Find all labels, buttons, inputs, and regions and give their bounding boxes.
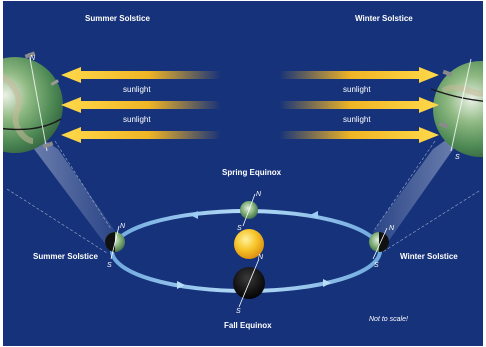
orbit-arrow-bottom-right (323, 279, 331, 287)
orbit-arrow-top-right (310, 211, 318, 219)
sunlight-arrow-right-3 (279, 127, 439, 143)
winter-solstice-title: Winter Solstice (355, 14, 413, 23)
sunlight-arrow-right-2 (279, 97, 439, 113)
right-projection-edge-top (374, 140, 436, 230)
sunlight-label-right-2: sunlight (343, 115, 371, 124)
orbit-arrow-bottom-left (177, 281, 185, 289)
winter-solstice-orbit-label: Winter Solstice (400, 252, 458, 261)
sunlight-arrows-right (279, 67, 439, 143)
winter-south-label: S (374, 262, 379, 269)
sun (234, 229, 264, 259)
orbit-arrow-top-left (190, 211, 198, 219)
earth-fall (233, 258, 265, 308)
summer-solstice-title: Summer Solstice (85, 14, 150, 23)
earth-large-summer (3, 51, 63, 153)
earth-spring (240, 193, 258, 227)
sunlight-arrow-right-1 (279, 67, 439, 83)
fall-equinox-label: Fall Equinox (224, 321, 272, 330)
left-projection-beam (13, 121, 115, 249)
sunlight-arrows-left (61, 67, 221, 143)
not-to-scale-note: Not to scale! (369, 316, 408, 323)
left-projection-edge-top (54, 140, 112, 230)
spring-equinox-label: Spring Equinox (222, 168, 282, 177)
sunlight-label-left-1: sunlight (123, 85, 151, 94)
fall-south-label: S (236, 308, 241, 315)
earth-large-winter (430, 58, 483, 157)
earth-winter (369, 227, 389, 260)
winter-large-south-label: S (455, 154, 460, 161)
sunlight-arrow-left-3 (61, 127, 221, 143)
summer-solstice-orbit-label: Summer Solstice (33, 252, 98, 261)
spring-north-label: N (256, 191, 262, 198)
summer-large-north-label: N (30, 55, 36, 62)
winter-north-label: N (389, 225, 395, 232)
earth-summer (105, 225, 125, 260)
seasons-diagram: N S sunlight sunlight (3, 1, 483, 346)
summer-north-label: N (120, 223, 126, 230)
fall-north-label: N (258, 254, 264, 261)
summer-south-label: S (107, 262, 112, 269)
sunlight-label-left-2: sunlight (123, 115, 151, 124)
sunlight-label-right-1: sunlight (343, 85, 371, 94)
sunlight-arrow-left-1 (61, 67, 221, 83)
right-projection-beam (373, 121, 473, 249)
spring-south-label: S (237, 225, 242, 232)
sunlight-arrow-left-2 (61, 97, 221, 113)
seasons-illustration: N S sunlight sunlight (3, 14, 483, 330)
right-projection-edge-bottom (380, 190, 480, 254)
